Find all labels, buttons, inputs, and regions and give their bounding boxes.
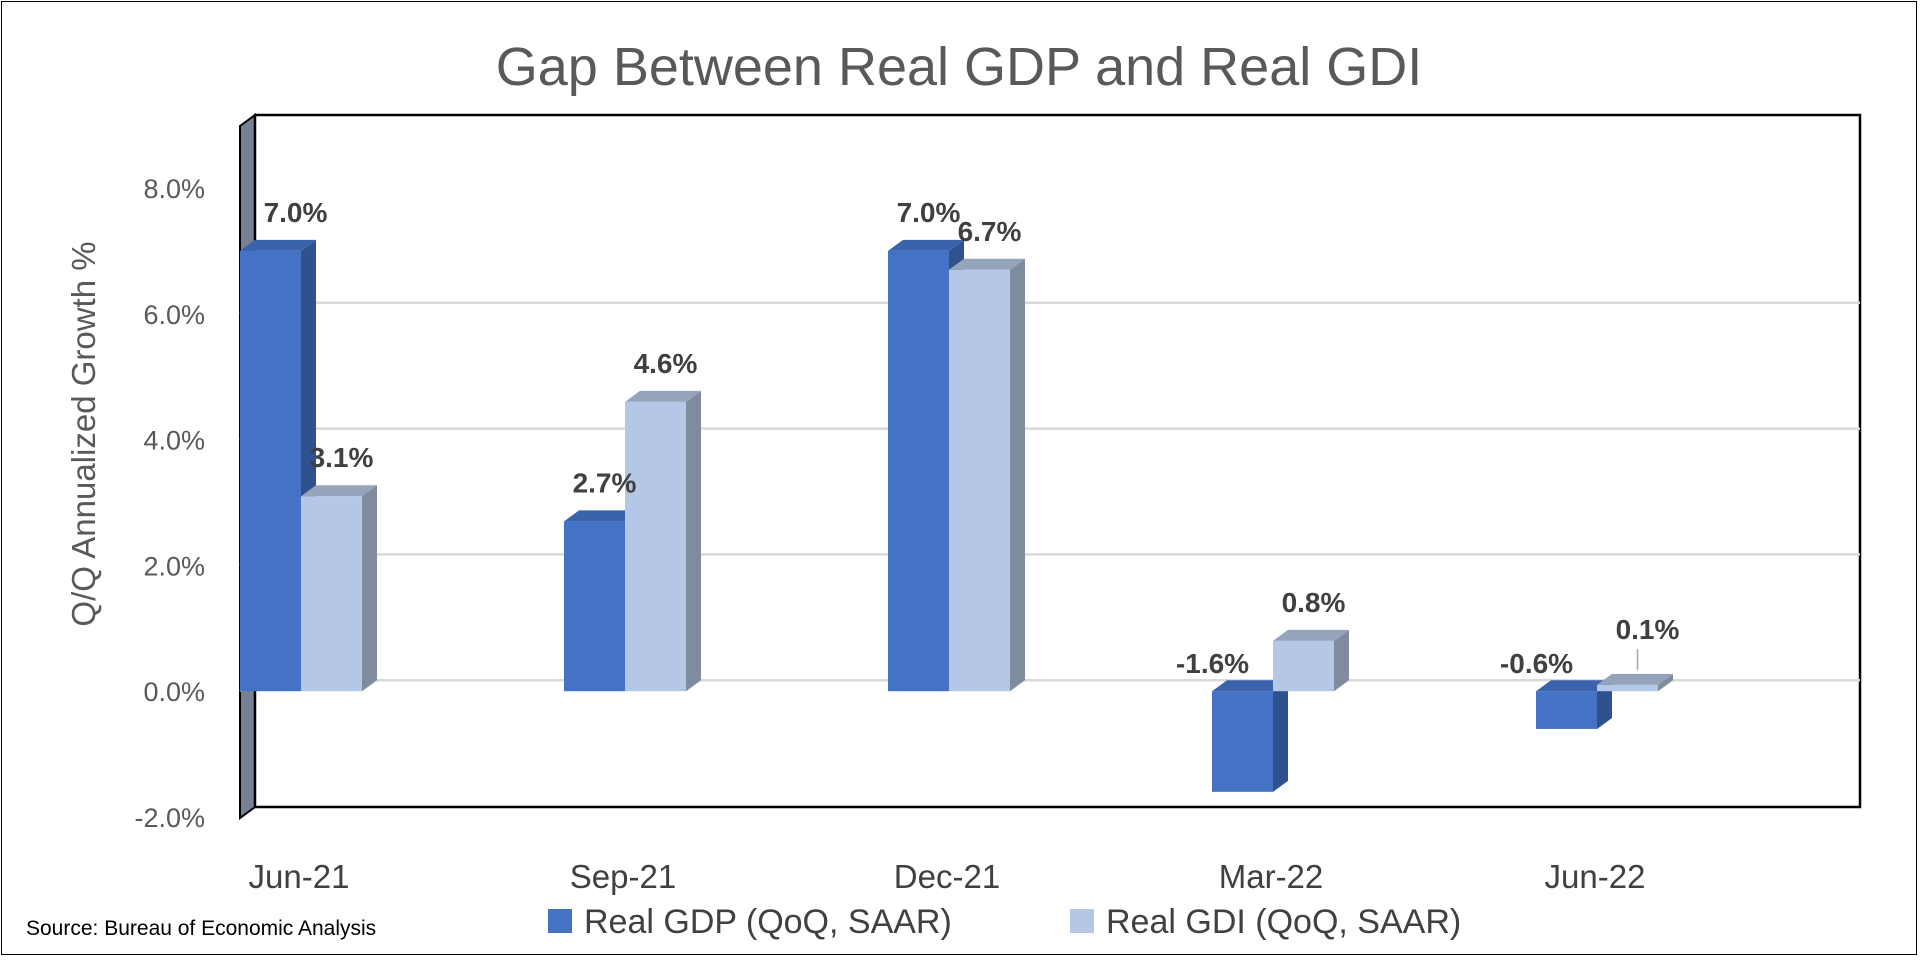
bar [301, 496, 362, 692]
bar [888, 250, 949, 692]
bar [1212, 691, 1273, 792]
bar-top [1597, 673, 1673, 685]
bar [564, 521, 625, 692]
x-axis-ticks: Jun-21 Sep-21 Dec-21 Mar-22 Jun-22 [249, 858, 1646, 895]
data-label: 7.0% [897, 197, 961, 228]
y-tick-label: 6.0% [143, 300, 205, 330]
bar [240, 250, 301, 692]
data-label: 4.6% [634, 348, 698, 379]
bar [949, 269, 1010, 692]
data-labels: 7.0%3.1%2.7%4.6%7.0%6.7%-1.6%0.8%-0.6%0.… [264, 197, 1680, 679]
bar [625, 401, 686, 692]
y-tick-label: -2.0% [134, 803, 205, 833]
data-label: 3.1% [310, 442, 374, 473]
bar [1597, 684, 1658, 692]
legend-swatch-gdi [1070, 909, 1094, 933]
data-label: 0.8% [1282, 587, 1346, 618]
data-label: -1.6% [1176, 648, 1249, 679]
x-tick-label: Dec-21 [894, 858, 1000, 895]
bar-side [686, 390, 701, 692]
bar-top [240, 239, 316, 251]
y-axis-ticks: -2.0% 0.0% 2.0% 4.0% 6.0% 8.0% [134, 174, 205, 833]
plot-back-wall [239, 113, 1862, 820]
bar-top [625, 390, 701, 402]
bar-top [301, 485, 377, 497]
data-label: 7.0% [264, 197, 328, 228]
x-tick-label: Sep-21 [570, 858, 676, 895]
data-label: 6.7% [958, 216, 1022, 247]
bar-top [564, 510, 640, 522]
legend-label: Real GDI (QoQ, SAAR) [1106, 903, 1461, 941]
bar-side [1273, 680, 1288, 792]
y-tick-label: 8.0% [143, 174, 205, 204]
bars [240, 239, 1673, 792]
plot-back-wall-rect [253, 113, 1862, 809]
bar [1273, 640, 1334, 692]
x-tick-label: Jun-22 [1545, 858, 1646, 895]
legend-swatch-gdp [548, 909, 572, 933]
legend: Real GDP (QoQ, SAAR) Real GDI (QoQ, SAAR) [548, 903, 1461, 941]
bar-side [1334, 629, 1349, 692]
y-tick-label: 2.0% [143, 551, 205, 581]
bar-side [362, 485, 377, 692]
bar-top [1536, 680, 1612, 692]
y-axis-title: Q/Q Annualized Growth % [65, 241, 102, 626]
data-label: -0.6% [1500, 648, 1573, 679]
bar-side [1010, 258, 1025, 692]
bar-top [949, 258, 1025, 270]
bar-side [1597, 680, 1612, 729]
bar [1536, 691, 1597, 729]
y-tick-label: 4.0% [143, 426, 205, 456]
x-tick-label: Mar-22 [1219, 858, 1324, 895]
source-note: Source: Bureau of Economic Analysis [26, 917, 376, 940]
data-label: 2.7% [573, 467, 637, 498]
chart-title: Gap Between Real GDP and Real GDI [496, 37, 1423, 97]
bar-top [888, 239, 964, 251]
legend-label: Real GDP (QoQ, SAAR) [584, 903, 952, 941]
data-label: 0.1% [1616, 614, 1680, 645]
bar-top [1273, 629, 1349, 641]
x-tick-label: Jun-21 [249, 858, 350, 895]
y-tick-label: 0.0% [143, 677, 205, 707]
bar-top [1212, 680, 1288, 692]
bar-side [1658, 673, 1673, 692]
